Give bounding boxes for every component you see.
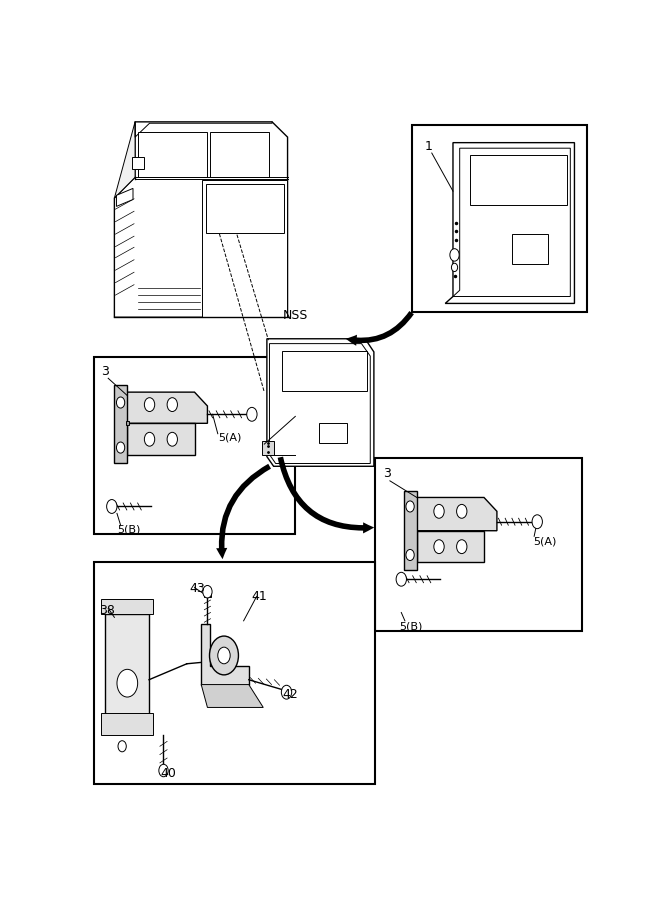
Circle shape [396, 572, 406, 586]
Circle shape [281, 685, 291, 699]
Text: 41: 41 [251, 590, 267, 603]
Bar [412, 125, 588, 312]
Bar [93, 357, 295, 535]
Polygon shape [137, 132, 207, 177]
Polygon shape [127, 423, 195, 454]
Circle shape [406, 501, 414, 512]
Circle shape [457, 504, 467, 518]
Polygon shape [417, 498, 497, 531]
Polygon shape [319, 423, 347, 444]
Bar [101, 598, 153, 614]
Text: 3: 3 [383, 467, 391, 480]
Polygon shape [470, 155, 567, 205]
Text: 42: 42 [282, 688, 298, 701]
Circle shape [434, 504, 444, 518]
Polygon shape [115, 122, 287, 318]
Polygon shape [453, 148, 570, 296]
Polygon shape [404, 491, 417, 571]
Bar [93, 562, 376, 784]
Circle shape [452, 263, 458, 272]
Bar [101, 713, 153, 735]
Circle shape [457, 540, 467, 554]
Text: 43: 43 [189, 581, 205, 595]
Polygon shape [201, 685, 263, 707]
Text: 5(A): 5(A) [217, 433, 241, 443]
Polygon shape [282, 351, 367, 391]
Polygon shape [512, 234, 548, 264]
Polygon shape [417, 531, 484, 562]
Polygon shape [267, 338, 374, 466]
Polygon shape [269, 344, 370, 464]
Text: 3: 3 [101, 364, 109, 378]
Circle shape [406, 549, 414, 561]
Text: 1: 1 [425, 140, 432, 153]
Circle shape [203, 586, 212, 598]
Circle shape [118, 741, 126, 751]
Circle shape [117, 670, 137, 697]
FancyArrowPatch shape [216, 464, 271, 559]
Circle shape [434, 540, 444, 554]
Circle shape [117, 397, 125, 408]
Text: 5(A): 5(A) [533, 536, 556, 546]
Text: NSS: NSS [282, 310, 307, 322]
FancyArrowPatch shape [277, 456, 374, 534]
Polygon shape [127, 392, 207, 423]
Bar [105, 614, 149, 715]
Polygon shape [201, 625, 249, 685]
Circle shape [144, 432, 155, 446]
Polygon shape [126, 421, 129, 426]
Circle shape [107, 500, 117, 513]
Polygon shape [206, 184, 284, 233]
Polygon shape [133, 157, 144, 169]
Polygon shape [210, 132, 269, 177]
Text: 5(B): 5(B) [117, 524, 140, 534]
Polygon shape [261, 441, 273, 454]
Text: 38: 38 [99, 604, 115, 617]
Bar [204, 590, 211, 597]
Polygon shape [115, 122, 135, 198]
Circle shape [217, 647, 230, 664]
Text: 5(B): 5(B) [399, 621, 422, 631]
Circle shape [167, 432, 177, 446]
Circle shape [159, 764, 168, 777]
Polygon shape [446, 142, 574, 303]
Circle shape [247, 408, 257, 421]
Circle shape [209, 636, 239, 675]
Circle shape [117, 442, 125, 453]
Circle shape [450, 248, 459, 261]
Circle shape [532, 515, 542, 528]
Circle shape [144, 398, 155, 411]
Polygon shape [115, 385, 127, 463]
Bar [376, 458, 582, 631]
Text: 40: 40 [160, 767, 176, 779]
FancyArrowPatch shape [346, 311, 414, 346]
Polygon shape [202, 180, 287, 318]
Polygon shape [117, 188, 133, 206]
Circle shape [167, 398, 177, 411]
